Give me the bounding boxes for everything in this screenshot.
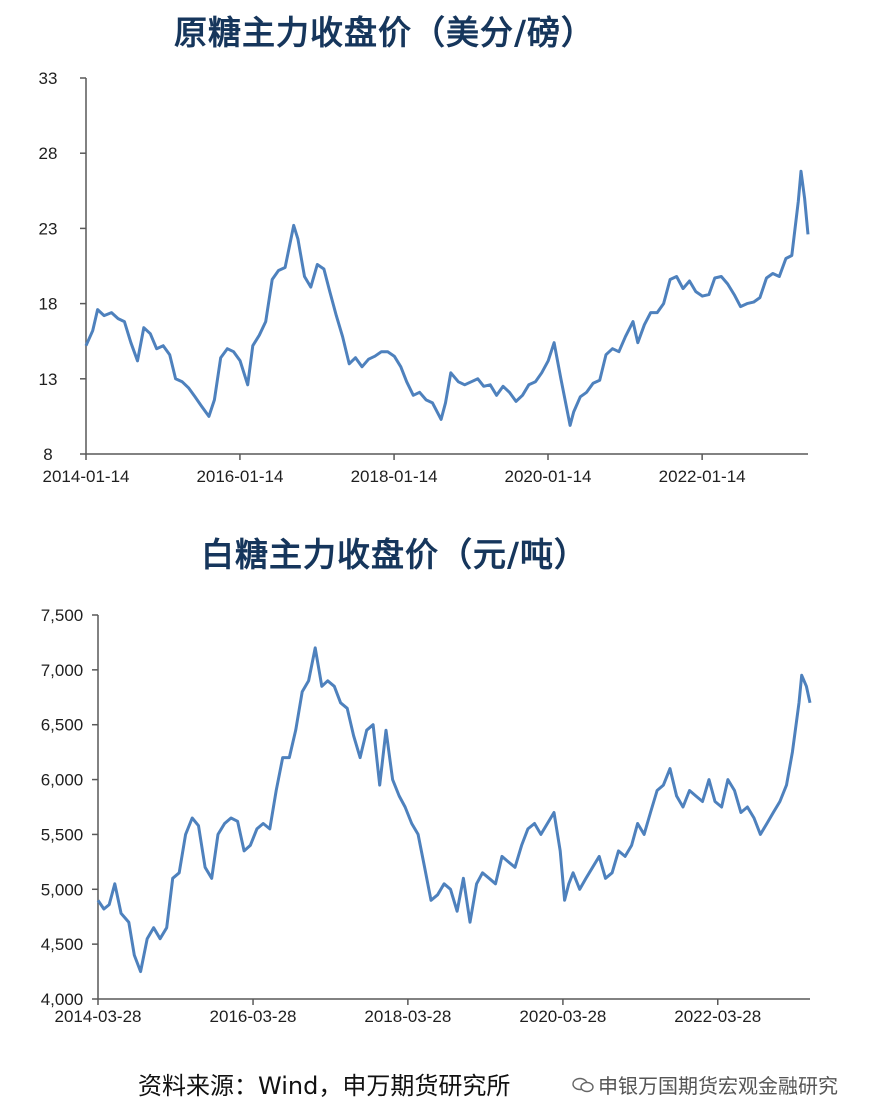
y-tick-label: 28 — [39, 144, 58, 163]
x-tick-label: 2014-01-14 — [43, 467, 130, 486]
y-tick-label: 4,500 — [41, 935, 84, 954]
white-sugar-price-chart: 4,000 4,500 5,000 5,500 6,000 6,500 7,000 7,500… — [41, 606, 812, 1026]
y-tick-label: 7,000 — [41, 661, 84, 680]
x-tick-label: 2016-01-14 — [196, 467, 283, 486]
chart-title-white-sugar: 白糖主力收盘价（元/吨） — [200, 535, 589, 574]
y-tick-label: 5,500 — [41, 825, 84, 844]
y-tick-label: 23 — [39, 219, 58, 238]
y-tick-label: 7,500 — [41, 606, 84, 625]
x-tick-label: 2022-03-28 — [674, 1007, 761, 1026]
y-tick-label: 33 — [39, 69, 58, 88]
source-note: 资料来源：Wind，申万期货研究所 — [138, 1072, 511, 1100]
x-tick-label: 2020-01-14 — [505, 467, 592, 486]
watermark-text: 申银万国期货宏观金融研究 — [598, 1074, 838, 1098]
x-tick-label: 2018-03-28 — [364, 1007, 451, 1026]
series-line — [96, 646, 812, 974]
x-tick-label: 2022-01-14 — [659, 467, 746, 486]
raw-sugar-price-chart: 8 13 18 23 28 33 2014-01-14 2016-01-14 2018-01-1… — [39, 69, 810, 486]
series-line — [84, 169, 810, 427]
y-tick-label: 4,000 — [41, 990, 84, 1009]
x-tick-label: 2020-03-28 — [519, 1007, 606, 1026]
x-tick-label: 2018-01-14 — [351, 467, 438, 486]
y-tick-label: 18 — [39, 295, 58, 314]
wechat-icon — [572, 1077, 594, 1092]
y-tick-label: 13 — [39, 370, 58, 389]
watermark: 申银万国期货宏观金融研究 — [572, 1070, 838, 1099]
y-tick-label: 5,000 — [41, 880, 84, 899]
y-tick-label: 6,500 — [41, 716, 84, 735]
x-tick-label: 2014-03-28 — [55, 1007, 142, 1026]
axis-lines — [97, 615, 810, 1000]
x-tick-label: 2016-03-28 — [210, 1007, 297, 1026]
y-tick-label: 6,000 — [41, 771, 84, 790]
chart-title-raw-sugar: 原糖主力收盘价（美分/磅） — [173, 13, 596, 52]
y-tick-label: 8 — [43, 445, 52, 464]
